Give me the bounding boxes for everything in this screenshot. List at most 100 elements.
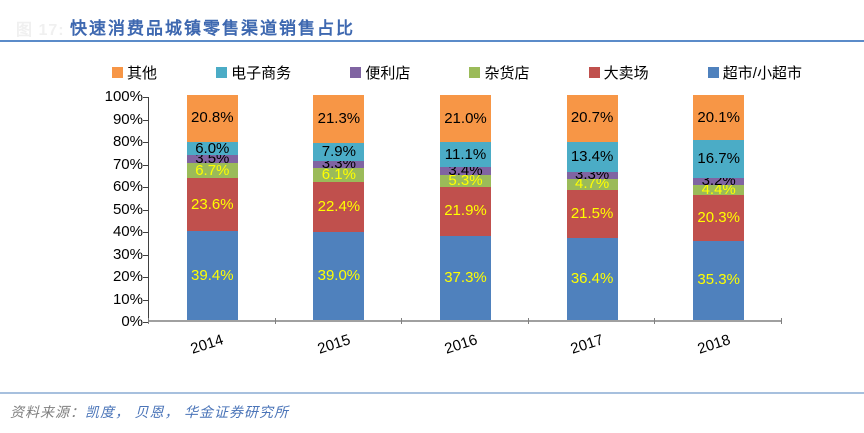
source-label: 资料来源：	[10, 406, 85, 421]
data-label: 21.3%	[317, 109, 361, 127]
data-source-note: 资料来源：凯度， 贝恩， 华金证券研究所	[10, 402, 289, 422]
x-axis-label-2017: 2017	[568, 331, 606, 358]
legend-item: 电子商务	[216, 62, 291, 83]
y-axis-tick-mark	[143, 164, 148, 166]
footer-divider-line	[0, 392, 864, 394]
legend-color-swatch	[707, 67, 719, 78]
y-axis-tick-label: 30%	[112, 245, 143, 263]
legend-color-swatch	[350, 67, 362, 78]
x-axis-tick-mark	[274, 318, 276, 324]
bar-segment-其他	[186, 95, 238, 142]
data-label: 21.5%	[570, 204, 614, 222]
bar-segment-超市/小超市	[693, 240, 745, 320]
y-axis-tick-label: 20%	[112, 268, 143, 285]
bar-segment-超市/小超市	[440, 236, 491, 320]
legend-label: 电子商务	[231, 65, 292, 82]
chart-legend: 其他 电子商务 便利店 杂货店 大卖场 超市/小超市	[112, 62, 802, 83]
data-label: 20.3%	[697, 208, 740, 226]
bar-segment-杂货店	[693, 185, 745, 195]
bar-2018: 35.3% 20.3% 4.4% 3.2% 16.7% 20.1%	[693, 95, 745, 320]
x-axis-label-2018: 2018	[695, 331, 733, 358]
legend-item: 超市/小超市	[707, 62, 802, 83]
bar-segment-其他	[693, 95, 745, 141]
source-names: 凯度， 贝恩， 华金证券研究所	[85, 406, 289, 421]
y-axis-tick-mark	[143, 97, 148, 98]
data-label: 6.1%	[321, 166, 356, 183]
y-axis-tick-mark	[143, 322, 148, 323]
legend-label: 其他	[127, 65, 158, 82]
bar-segment-超市/小超市	[566, 238, 618, 320]
data-label: 36.4%	[570, 270, 614, 288]
data-label: 39.4%	[191, 266, 234, 284]
bar-segment-电子商务	[186, 141, 238, 156]
legend-color-swatch	[216, 67, 228, 78]
legend-label: 大卖场	[603, 65, 649, 82]
x-axis-tick-mark	[654, 318, 656, 324]
y-axis-tick-label: 10%	[112, 290, 143, 308]
data-label: 23.6%	[191, 195, 234, 213]
bar-segment-便利店	[186, 155, 238, 164]
y-axis-tick-mark	[143, 187, 148, 188]
data-label: 4.4%	[701, 180, 736, 198]
bar-segment-电子商务	[566, 141, 618, 172]
y-axis-tick-label: 90%	[112, 110, 143, 128]
data-label: 13.4%	[570, 147, 614, 165]
plot-area: 39.4% 23.6% 6.7% 3.5% 6.0% 20.8% 39.0% 22.4% 6.1…	[148, 95, 781, 322]
legend-color-swatch	[588, 67, 600, 78]
y-axis-tick-label: 80%	[112, 133, 143, 150]
y-axis-tick-mark	[143, 209, 148, 211]
title-divider-line	[0, 40, 864, 42]
bar-2017: 36.4% 21.5% 4.7% 3.3% 13.4% 20.7%	[566, 95, 618, 320]
data-label: 6.0%	[195, 139, 230, 157]
bar-2016: 37.3% 21.9% 5.3% 3.4% 11.1% 21.0%	[440, 95, 491, 320]
bar-segment-电子商务	[693, 140, 745, 178]
bar-segment-其他	[440, 95, 491, 143]
bar-segment-杂货店	[186, 163, 238, 179]
data-label: 4.7%	[574, 175, 610, 193]
legend-color-swatch	[469, 67, 481, 78]
data-label: 6.7%	[195, 161, 230, 179]
bar-2015: 39.0% 22.4% 6.1% 3.3% 7.9% 21.3%	[313, 95, 365, 320]
legend-label: 便利店	[365, 65, 411, 82]
data-label: 37.3%	[444, 269, 487, 287]
x-axis-tick-mark	[401, 318, 403, 324]
y-axis-tick-mark	[143, 254, 148, 256]
data-label: 7.9%	[321, 142, 356, 160]
y-axis-tick-label: 100%	[104, 88, 143, 105]
legend-label: 杂货店	[484, 65, 530, 82]
y-axis-tick-mark	[143, 232, 148, 233]
y-axis-tick-label: 50%	[112, 200, 143, 218]
bar-segment-大卖场	[566, 189, 618, 239]
data-label: 21.9%	[444, 202, 487, 220]
bar-segment-便利店	[440, 167, 491, 175]
bar-segment-超市/小超市	[186, 231, 238, 320]
data-label: 21.0%	[444, 109, 487, 127]
y-axis-tick-mark	[143, 119, 148, 121]
data-label: 16.7%	[697, 150, 740, 168]
x-axis-tick-mark	[148, 318, 149, 324]
y-axis-tick-label: 60%	[112, 178, 143, 195]
data-label: 20.1%	[697, 108, 740, 126]
legend-item: 大卖场	[588, 62, 649, 83]
y-axis-tick-label: 0%	[121, 313, 143, 330]
x-axis-label-2016: 2016	[442, 331, 479, 358]
x-axis-label-2014: 2014	[188, 331, 226, 358]
legend-item: 便利店	[350, 62, 410, 83]
x-axis-tick-mark	[527, 318, 529, 324]
figure-number-label: 图 17:	[16, 22, 65, 39]
bar-segment-大卖场	[313, 181, 365, 233]
data-label: 35.3%	[697, 271, 740, 289]
bar-segment-超市/小超市	[313, 232, 365, 320]
data-label: 22.4%	[317, 198, 361, 216]
data-label: 39.0%	[317, 267, 361, 285]
bar-segment-便利店	[693, 177, 745, 185]
bar-segment-其他	[313, 95, 365, 143]
y-axis-tick-mark	[143, 299, 148, 301]
bar-segment-杂货店	[313, 168, 365, 182]
bar-segment-电子商务	[440, 142, 491, 168]
data-label: 20.8%	[191, 109, 234, 127]
y-axis-tick-mark	[143, 142, 148, 143]
data-label: 11.1%	[444, 145, 487, 163]
bar-segment-大卖场	[693, 194, 745, 241]
